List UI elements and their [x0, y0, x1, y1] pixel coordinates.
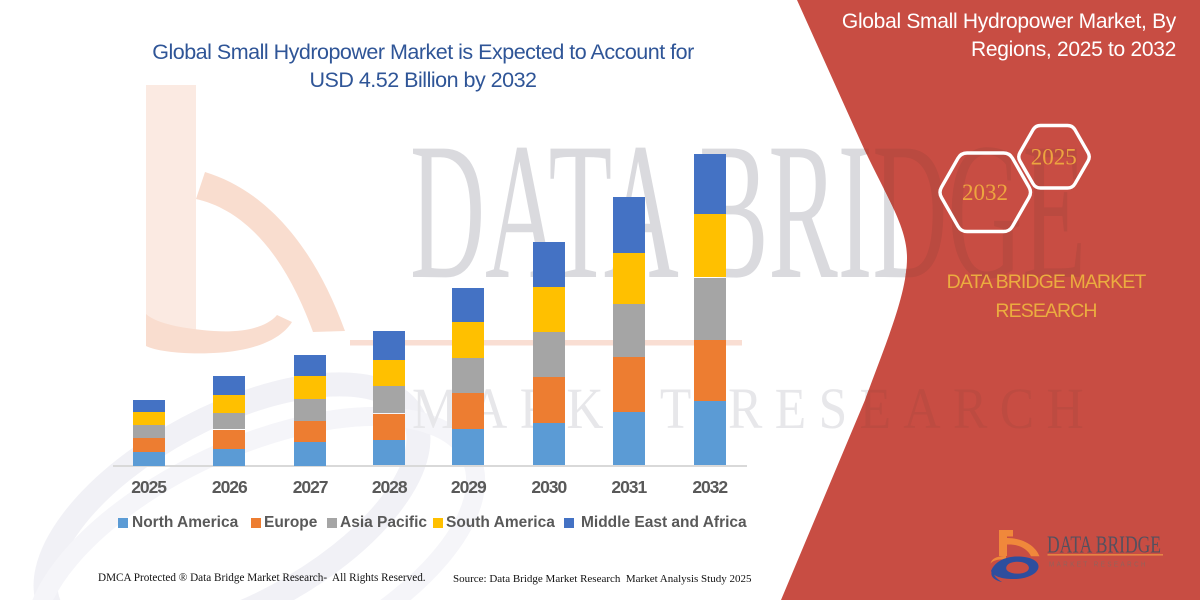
- svg-text:2025: 2025: [1031, 145, 1077, 170]
- svg-text:MARKET RESEARCH: MARKET RESEARCH: [1049, 560, 1148, 569]
- svg-text:2032: 2032: [962, 180, 1008, 205]
